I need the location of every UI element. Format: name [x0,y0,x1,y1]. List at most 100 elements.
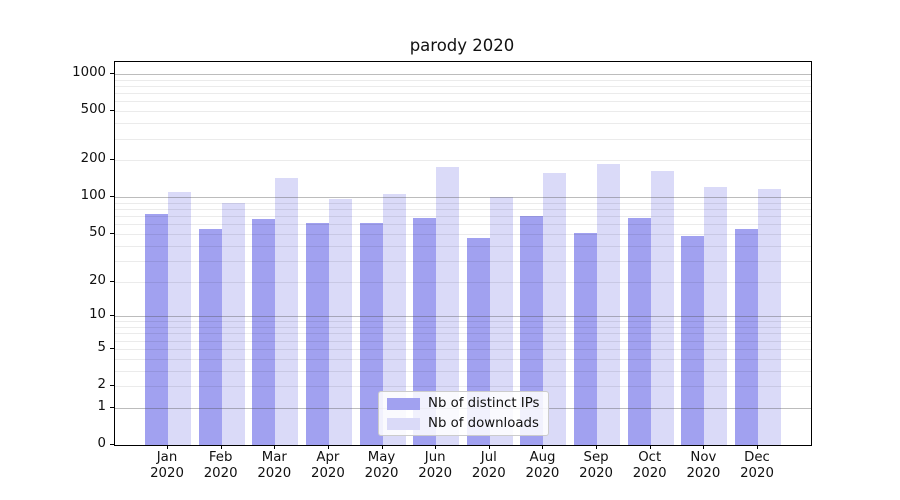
gridline-minor [115,348,811,350]
gridline-minor [115,216,811,218]
x-tick-mark [703,445,705,449]
x-tick-label-jan: Jan 2020 [150,450,184,481]
bar-nb-of-downloads-feb [221,202,245,445]
gridline-minor [115,233,811,235]
gridline-minor [115,333,811,335]
y-tick-label: 200 [80,151,106,167]
bar-nb-of-downloads-nov [704,187,728,445]
bar-nb-of-downloads-jan [168,192,191,445]
gridline-minor [115,123,811,125]
x-tick-label-jul: Jul 2020 [471,450,506,481]
gridline-minor [115,101,811,103]
x-tick-label-sep: Sep 2020 [579,450,613,481]
x-tick-label-feb: Feb 2020 [203,450,238,481]
gridline-minor [115,321,811,323]
x-tick-label-jun: Jun 2020 [418,450,453,481]
x-tick-mark [757,445,758,449]
gridline-minor [115,260,811,262]
x-tick-label-may: May 2020 [364,450,399,481]
bar-nb-of-downloads-dec [758,188,781,445]
gridline-minor [115,327,811,328]
legend: Nb of distinct IPs Nb of downloads [378,391,550,436]
gridline-minor [115,281,811,283]
x-tick-mark [167,445,168,449]
y-tick-label: 2 [97,377,106,392]
bar-nb-of-distinct-ips-oct [627,218,651,445]
bar-nb-of-downloads-aug [543,173,567,445]
x-tick-mark [274,445,276,449]
y-tick-mark [110,280,114,282]
bar-nb-of-downloads-mar [275,178,299,445]
y-tick-label: 10 [89,307,106,323]
y-tick-mark [110,73,114,74]
gridline-major [115,197,811,199]
bar-nb-of-distinct-ips-dec [735,228,758,445]
gridline-major [115,316,811,318]
y-tick-label: 20 [89,272,106,288]
x-tick-mark [649,445,651,449]
chart-title: parody 2020 [409,36,515,55]
y-tick-label: 500 [80,102,106,118]
x-tick-mark [488,445,490,449]
x-tick-label-aug: Aug 2020 [525,450,560,481]
gridline-minor [115,209,811,211]
y-tick-label: 1000 [72,65,106,80]
bar-nb-of-distinct-ips-jun [413,217,437,445]
bar-nb-of-distinct-ips-mar [252,219,276,445]
bar-nb-of-downloads-oct [650,171,674,445]
x-tick-mark [542,445,544,449]
y-tick-mark [110,232,114,234]
gridline-minor [115,224,811,226]
y-tick-mark [110,159,114,161]
y-tick-mark [110,110,114,112]
plot-area [114,61,812,446]
gridline-minor [115,93,811,95]
y-tick-mark [110,406,114,408]
x-tick-mark [220,445,222,449]
y-tick-label: 50 [89,224,106,240]
y-tick-label: 100 [80,188,106,204]
legend-swatch-downloads [387,417,420,430]
y-tick-label: 0 [97,436,106,451]
gridline-minor [115,370,811,372]
bar-nb-of-downloads-may [382,193,406,445]
bar-nb-of-distinct-ips-jan [145,213,168,445]
x-tick-mark [435,445,437,449]
gridline-minor [115,245,811,247]
y-tick-label: 1 [97,398,106,414]
legend-row-distinct-ips: Nb of distinct IPs [387,396,539,412]
bar-nb-of-downloads-jun [436,167,460,445]
gridline-major [115,74,811,75]
gridline-minor [115,160,811,162]
gridline-minor [115,111,811,113]
bar-nb-of-downloads-apr [328,198,352,445]
gridline-minor [115,340,811,342]
x-tick-mark [381,445,383,449]
bar-nb-of-distinct-ips-apr [305,222,329,445]
y-tick-mark [110,347,114,349]
gridline-minor [115,358,811,360]
y-tick-mark [110,444,114,445]
bar-nb-of-downloads-sep [597,164,621,445]
x-tick-label-apr: Apr 2020 [310,450,345,481]
bar-nb-of-downloads-jul [489,197,513,445]
legend-label-distinct-ips: Nb of distinct IPs [428,395,540,411]
bar-nb-of-distinct-ips-nov [681,236,705,445]
bar-nb-of-distinct-ips-feb [198,228,222,445]
x-tick-label-mar: Mar 2020 [257,450,292,481]
gridline-minor [115,386,811,387]
x-tick-label-nov: Nov 2020 [686,450,721,481]
y-tick-label: 5 [97,339,106,355]
gridline-minor [115,202,811,204]
legend-swatch-distinct-ips [387,397,420,410]
y-tick-mark [110,196,114,198]
y-tick-mark [110,315,114,317]
x-tick-label-dec: Dec 2020 [740,450,774,481]
bar-nb-of-distinct-ips-sep [574,232,598,445]
gridline-minor [115,79,811,81]
x-tick-mark [596,445,598,449]
x-tick-label-oct: Oct 2020 [632,450,667,481]
gridline-minor [115,85,811,87]
legend-label-downloads: Nb of downloads [428,415,539,431]
